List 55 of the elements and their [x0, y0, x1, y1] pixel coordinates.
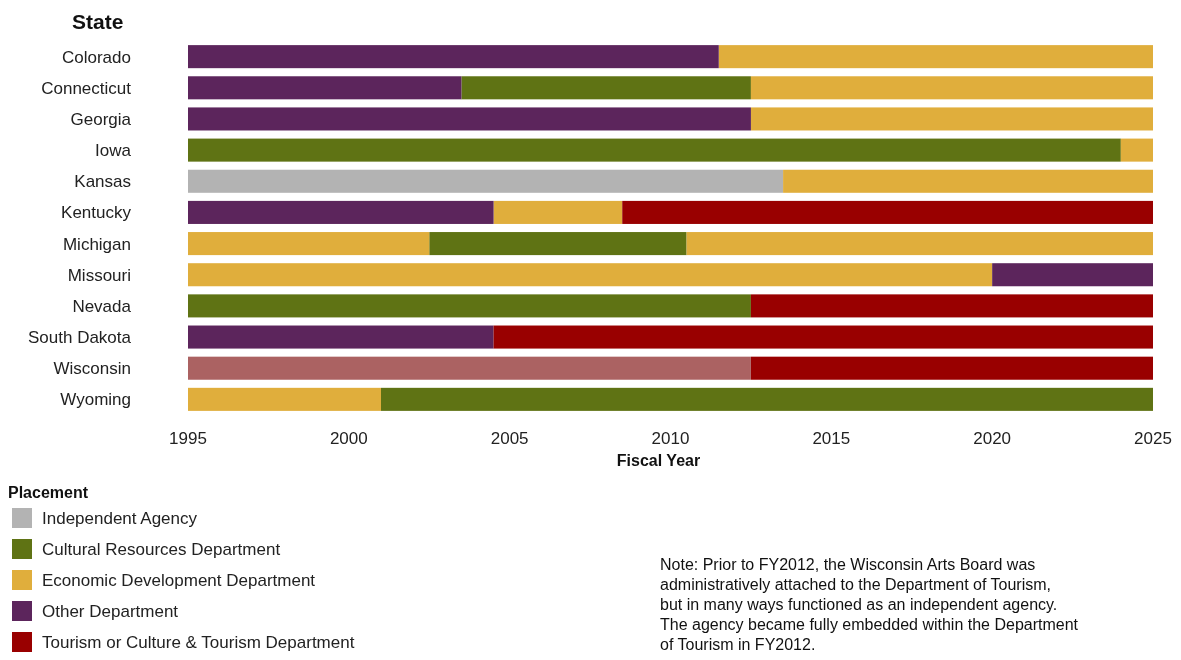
bar: [718, 45, 1153, 69]
x-tick-label: 2020: [973, 429, 1012, 448]
bar: [750, 294, 1153, 318]
y-tick-label: Nevada: [72, 296, 132, 316]
legend-label: Cultural Resources Department: [42, 539, 281, 559]
y-tick-label: Kentucky: [61, 203, 132, 223]
bar: [188, 200, 494, 224]
bar: [750, 76, 1153, 100]
y-tick-label: Connecticut: [41, 78, 132, 98]
bar: [783, 169, 1153, 193]
x-tick-label: 2000: [329, 429, 368, 448]
bar: [188, 387, 381, 411]
y-tick-label: Michigan: [62, 234, 131, 254]
bar: [188, 107, 751, 131]
x-tick-label: 2010: [651, 429, 690, 448]
y-tick-label: South Dakota: [27, 328, 132, 347]
bar: [750, 107, 1153, 131]
x-tick-label: 2025: [1134, 429, 1172, 448]
y-tick-label: Missouri: [67, 265, 131, 285]
y-tick-label: Wyoming: [60, 390, 131, 410]
legend-label: Tourism or Culture & Tourism Department: [42, 632, 355, 652]
y-tick-label: Wisconsin: [53, 359, 131, 379]
x-tick-label: 1995: [169, 429, 207, 448]
x-tick-label: 2015: [812, 429, 851, 448]
bar: [188, 356, 751, 380]
y-tick-label: Colorado: [62, 47, 131, 67]
legend-label: Independent Agency: [42, 508, 198, 528]
bar: [622, 200, 1153, 224]
text: Note: Prior to FY2012, the Wisconsin Arts Board was administratively attached to the Department of Tourism, but in many ways functioned as an independent agency. The agency became fully embedded within the Department of Tourism in FY2012.: [660, 556, 1079, 653]
bar: [188, 76, 462, 100]
y-tick-label: Iowa: [95, 141, 132, 161]
x-axis-title: Fiscal Year: [616, 452, 701, 469]
bar: [381, 387, 1153, 411]
x-tick-label: 2005: [490, 429, 529, 448]
legend-label: Other Department: [42, 601, 179, 621]
bar: [188, 232, 430, 256]
bar: [188, 294, 751, 318]
y-axis-title: State: [72, 10, 124, 33]
bar: [429, 232, 687, 256]
bar: [461, 76, 751, 100]
bar: [188, 138, 1121, 162]
bar: [188, 263, 993, 287]
bar: [992, 263, 1153, 287]
y-tick-label: Kansas: [74, 172, 131, 192]
bar: [493, 200, 623, 224]
legend-title: Placement: [8, 484, 89, 501]
bar: [1120, 138, 1153, 162]
legend-label: Economic Development Department: [42, 570, 316, 590]
bar: [188, 169, 784, 193]
y-tick-label: Georgia: [70, 109, 132, 129]
bar: [686, 232, 1153, 256]
bar: [188, 45, 719, 69]
bar: [493, 325, 1153, 349]
bar: [188, 325, 494, 349]
bar: [750, 356, 1153, 380]
